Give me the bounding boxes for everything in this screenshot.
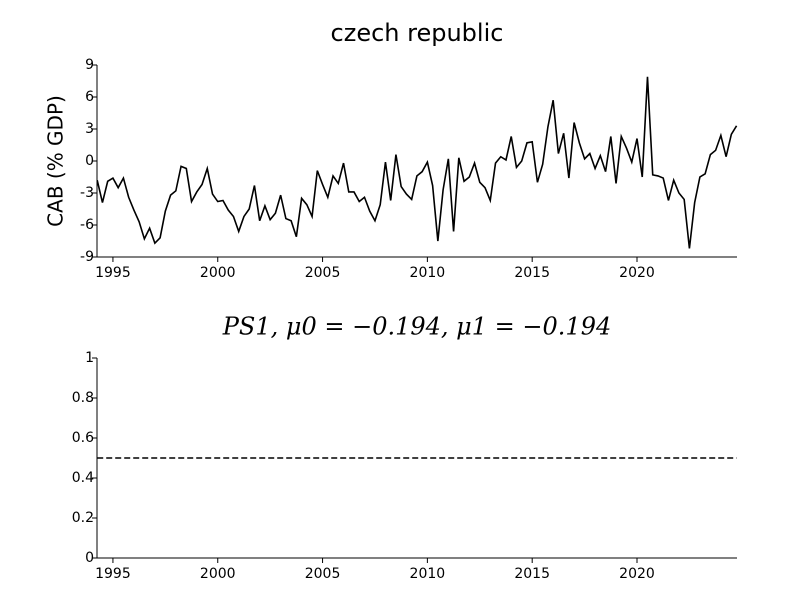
x-tick-label: 1995 [95,265,131,281]
x-tick-label: 2005 [305,566,341,582]
x-tick-label: 2015 [514,265,550,281]
y-tick-label: -9 [80,249,94,265]
y-tick-label: 0.2 [72,510,94,526]
x-tick-label: 2015 [514,566,550,582]
data-line [96,76,738,249]
y-tick-label: 0.8 [72,390,94,406]
chart-title: czech republic [331,19,504,47]
y-tick-label: 0.6 [72,430,94,446]
x-tick-label: 2000 [200,265,236,281]
y-tick-label: 1 [85,350,94,366]
x-tick-label: 2020 [619,566,655,582]
y-tick-label: 0.4 [72,470,94,486]
chart-title: PS1, μ0 = −0.194, μ1 = −0.194 [222,313,611,341]
x-tick-label: 2010 [410,265,446,281]
x-tick-label: 1995 [95,566,131,582]
y-tick-label: 6 [85,89,94,105]
x-tick-label: 2000 [200,566,236,582]
y-tick-label: 0 [85,153,94,169]
x-tick-label: 2005 [305,265,341,281]
y-tick-label: 9 [85,57,94,73]
y-tick-label: -6 [80,217,94,233]
y-tick-label: -3 [80,185,94,201]
y-tick-label: 0 [85,550,94,566]
y-axis-label: CAB (% GDP) [44,95,68,227]
x-tick-label: 2020 [619,265,655,281]
x-tick-label: 2010 [410,566,446,582]
y-tick-label: 3 [85,121,94,137]
